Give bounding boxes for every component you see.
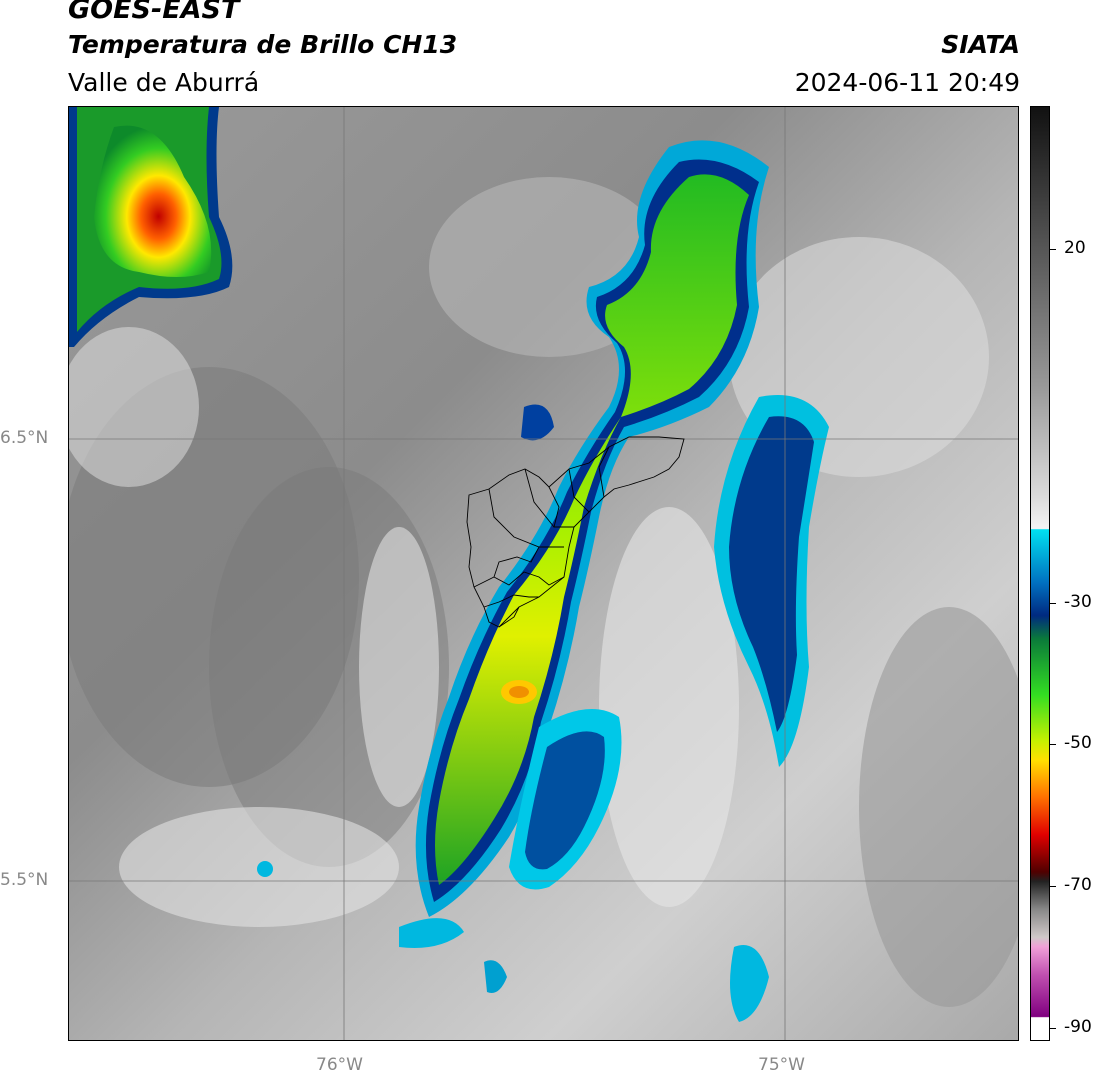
y-tick-6-5n: 6.5°N <box>0 428 49 448</box>
datetime-label: 2024-06-11 20:49 <box>794 68 1020 97</box>
colorbar-label-neg50: -50 <box>1064 733 1092 753</box>
colorbar-tick-neg30 <box>1050 603 1056 604</box>
satellite-map[interactable] <box>68 106 1019 1041</box>
region-label: Valle de Aburrá <box>68 68 260 97</box>
colorbar-gradient <box>1031 107 1049 1040</box>
colorbar-label-20: 20 <box>1064 238 1086 258</box>
colorbar-tick-neg90 <box>1050 1028 1056 1029</box>
colorbar-tick-20 <box>1050 249 1056 250</box>
colorbar <box>1030 106 1050 1041</box>
colorbar-tick-neg50 <box>1050 744 1056 745</box>
x-tick-75w: 75°W <box>758 1055 805 1075</box>
municipal-boundaries <box>466 436 685 628</box>
colorbar-label-neg30: -30 <box>1064 592 1092 612</box>
satellite-title: GOES-EAST <box>68 0 240 25</box>
colorbar-label-neg70: -70 <box>1064 875 1092 895</box>
org-label: SIATA <box>941 30 1020 59</box>
map-canvas <box>69 107 1018 1040</box>
colorbar-label-neg90: -90 <box>1064 1017 1092 1037</box>
y-tick-5-5n: 5.5°N <box>0 870 49 890</box>
x-tick-76w: 76°W <box>316 1055 363 1075</box>
product-title: Temperatura de Brillo CH13 <box>68 30 458 59</box>
colorbar-tick-neg70 <box>1050 886 1056 887</box>
